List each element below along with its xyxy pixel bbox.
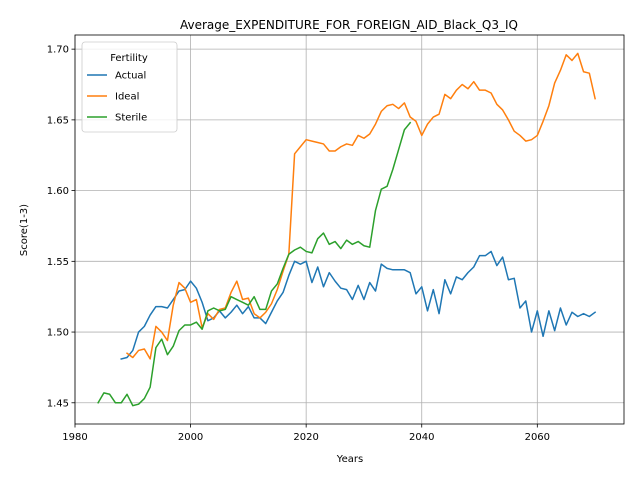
y-tick-label: 1.60 [47,186,69,197]
x-tick-label: 2040 [409,432,434,443]
y-axis-label: Score(1-3) [19,204,30,256]
x-tick-label: 2020 [293,432,318,443]
x-tick-label: 2000 [178,432,203,443]
series-line-actual [120,250,597,360]
x-tick-label: 2060 [525,432,550,443]
y-tick-label: 1.70 [47,45,69,56]
legend-label-actual: Actual [115,71,146,82]
y-tick-label: 1.55 [47,257,69,268]
y-tick-label: 1.65 [47,115,69,126]
legend-label-sterile: Sterile [115,113,147,124]
legend-title: Fertility [110,53,148,64]
legend-box [81,41,178,133]
y-tick-label: 1.50 [47,328,69,339]
series-lines [97,52,597,407]
chart-title: Average_EXPENDITURE_FOR_FOREIGN_AID_Blac… [180,18,518,32]
x-tick-label: 1980 [62,432,87,443]
x-axis-label: Years [336,454,363,465]
plot-frame [74,34,625,425]
legend-label-ideal: Ideal [115,92,139,103]
legend: Fertility Actual Ideal Sterile [81,41,178,133]
grid [74,35,624,424]
y-tick-label: 1.45 [47,398,69,409]
series-line-sterile [97,121,412,407]
axis-ticks: 1980 2000 2020 2040 2060 1.45 1.50 1.55 1.60 1.65… [47,45,550,443]
